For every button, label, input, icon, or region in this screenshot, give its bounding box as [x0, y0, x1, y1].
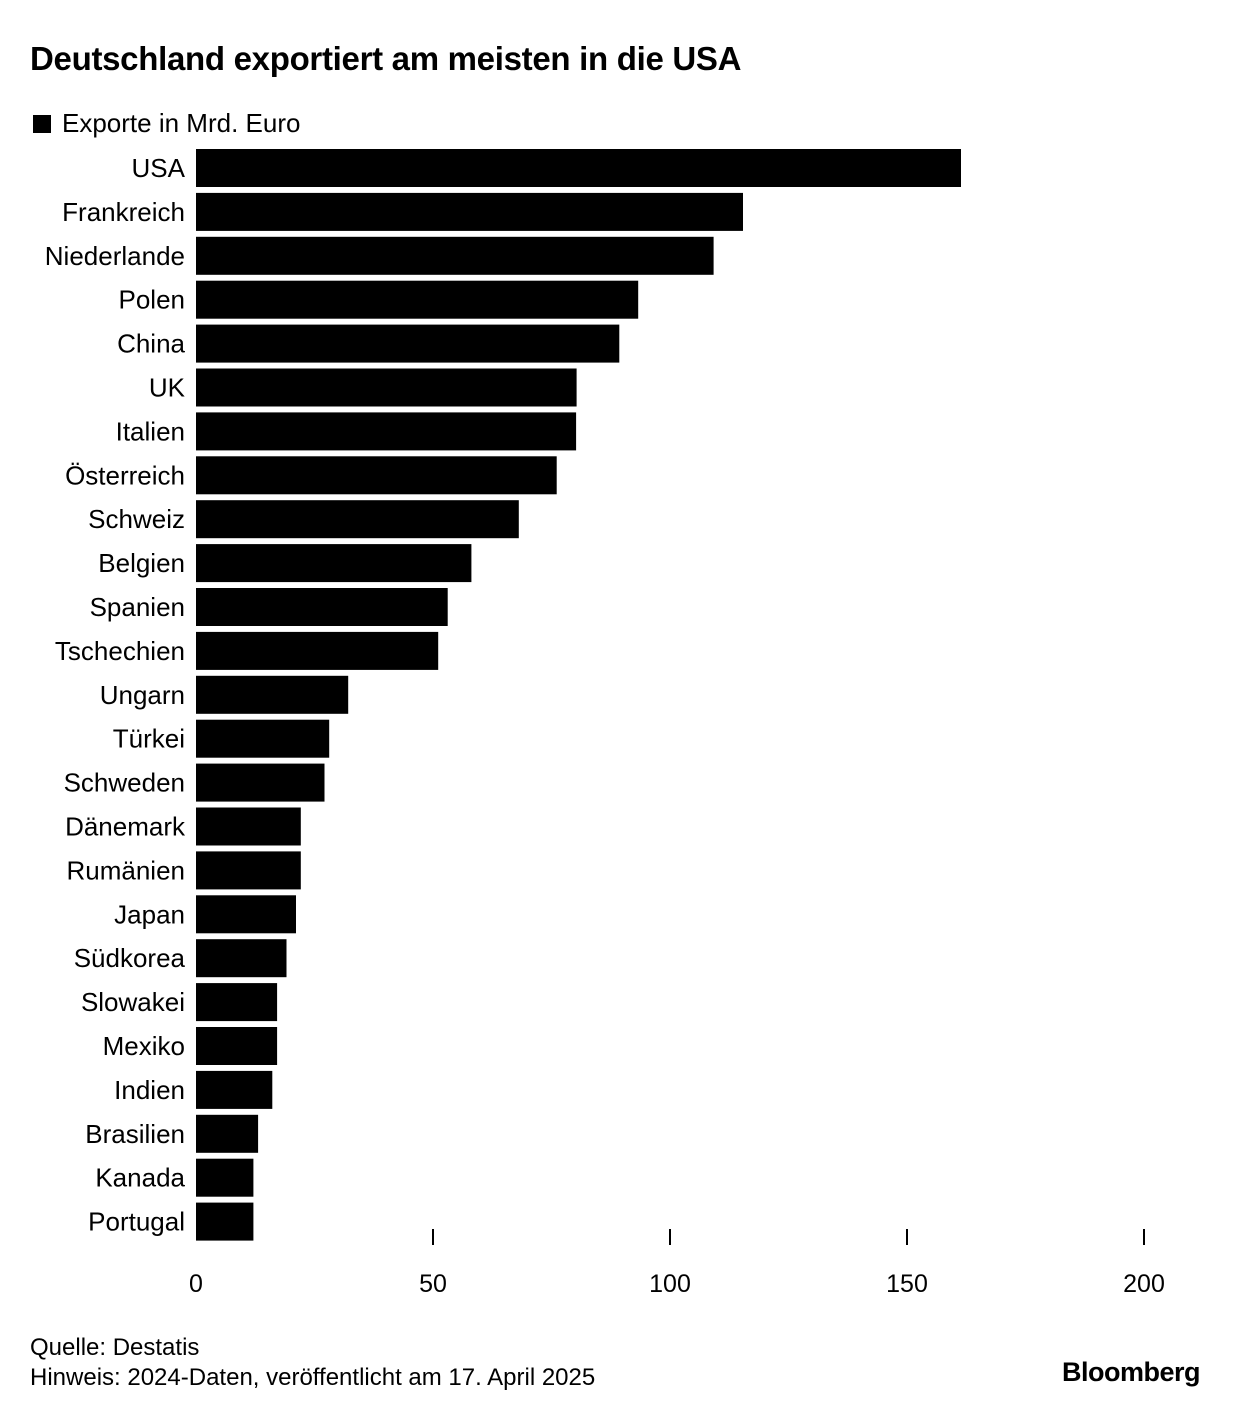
- category-label: Südkorea: [74, 943, 186, 973]
- bar: [196, 675, 349, 714]
- bar: [196, 895, 296, 934]
- bar: [196, 544, 472, 583]
- data-note: Hinweis: 2024-Daten, veröffentlicht am 1…: [30, 1364, 596, 1391]
- chart-title: Deutschland exportiert am meisten in die…: [30, 40, 742, 77]
- category-label: UK: [149, 373, 186, 403]
- x-tick-label: 200: [1123, 1270, 1165, 1298]
- source-note: Quelle: Destatis: [30, 1334, 200, 1361]
- category-label: Frankreich: [62, 197, 185, 227]
- legend-label: Exporte in Mrd. Euro: [62, 108, 301, 138]
- bar: [196, 500, 519, 539]
- x-tick-label: 150: [886, 1270, 928, 1298]
- category-label: Portugal: [88, 1207, 185, 1237]
- category-label: Ungarn: [100, 680, 185, 710]
- bar: [196, 763, 325, 802]
- category-label: Japan: [114, 899, 185, 929]
- x-tick-label: 0: [189, 1270, 203, 1298]
- bar: [196, 851, 301, 890]
- bar: [196, 412, 577, 451]
- bar: [196, 719, 330, 758]
- category-label: Indien: [114, 1075, 185, 1105]
- bar: [196, 456, 557, 495]
- category-label: Schweiz: [88, 504, 185, 534]
- bar: [196, 149, 961, 187]
- category-label: China: [117, 329, 185, 359]
- x-tick-label: 50: [419, 1270, 447, 1298]
- category-label: Kanada: [95, 1163, 185, 1193]
- bar: [196, 631, 439, 670]
- category-label: Österreich: [65, 460, 185, 490]
- bar: [196, 1027, 278, 1065]
- category-label: Rumänien: [66, 855, 185, 885]
- category-label: Niederlande: [45, 241, 185, 271]
- bar: [196, 280, 639, 319]
- category-label: Brasilien: [85, 1119, 185, 1149]
- bar: [196, 939, 287, 978]
- category-label: USA: [132, 153, 186, 183]
- category-label: Dänemark: [65, 812, 186, 842]
- bar: [196, 324, 620, 363]
- category-label: Italien: [116, 416, 185, 446]
- category-label: Spanien: [90, 592, 185, 622]
- category-label: Tschechien: [55, 636, 185, 666]
- bloomberg-logo: Bloomberg: [1061, 1357, 1201, 1387]
- bar: [196, 807, 301, 846]
- bar: [196, 983, 278, 1022]
- footer: Quelle: Destatis Hinweis: 2024-Daten, ve…: [30, 1333, 595, 1393]
- bar: [196, 1114, 259, 1153]
- category-label: Mexiko: [103, 1031, 185, 1061]
- bar: [196, 1202, 254, 1241]
- legend: Exporte in Mrd. Euro: [33, 108, 300, 139]
- category-label: Schweden: [64, 768, 185, 798]
- bar: [196, 1158, 254, 1197]
- bar: [196, 368, 577, 407]
- legend-swatch: [33, 114, 51, 133]
- category-label: Polen: [119, 285, 186, 315]
- bar: [196, 236, 714, 275]
- bar: [196, 588, 448, 626]
- category-label: Türkei: [113, 724, 185, 754]
- bar: [196, 1070, 273, 1109]
- category-label: Belgien: [98, 548, 185, 578]
- bar: [196, 192, 743, 231]
- category-label: Slowakei: [81, 987, 185, 1017]
- x-tick-label: 100: [649, 1270, 691, 1298]
